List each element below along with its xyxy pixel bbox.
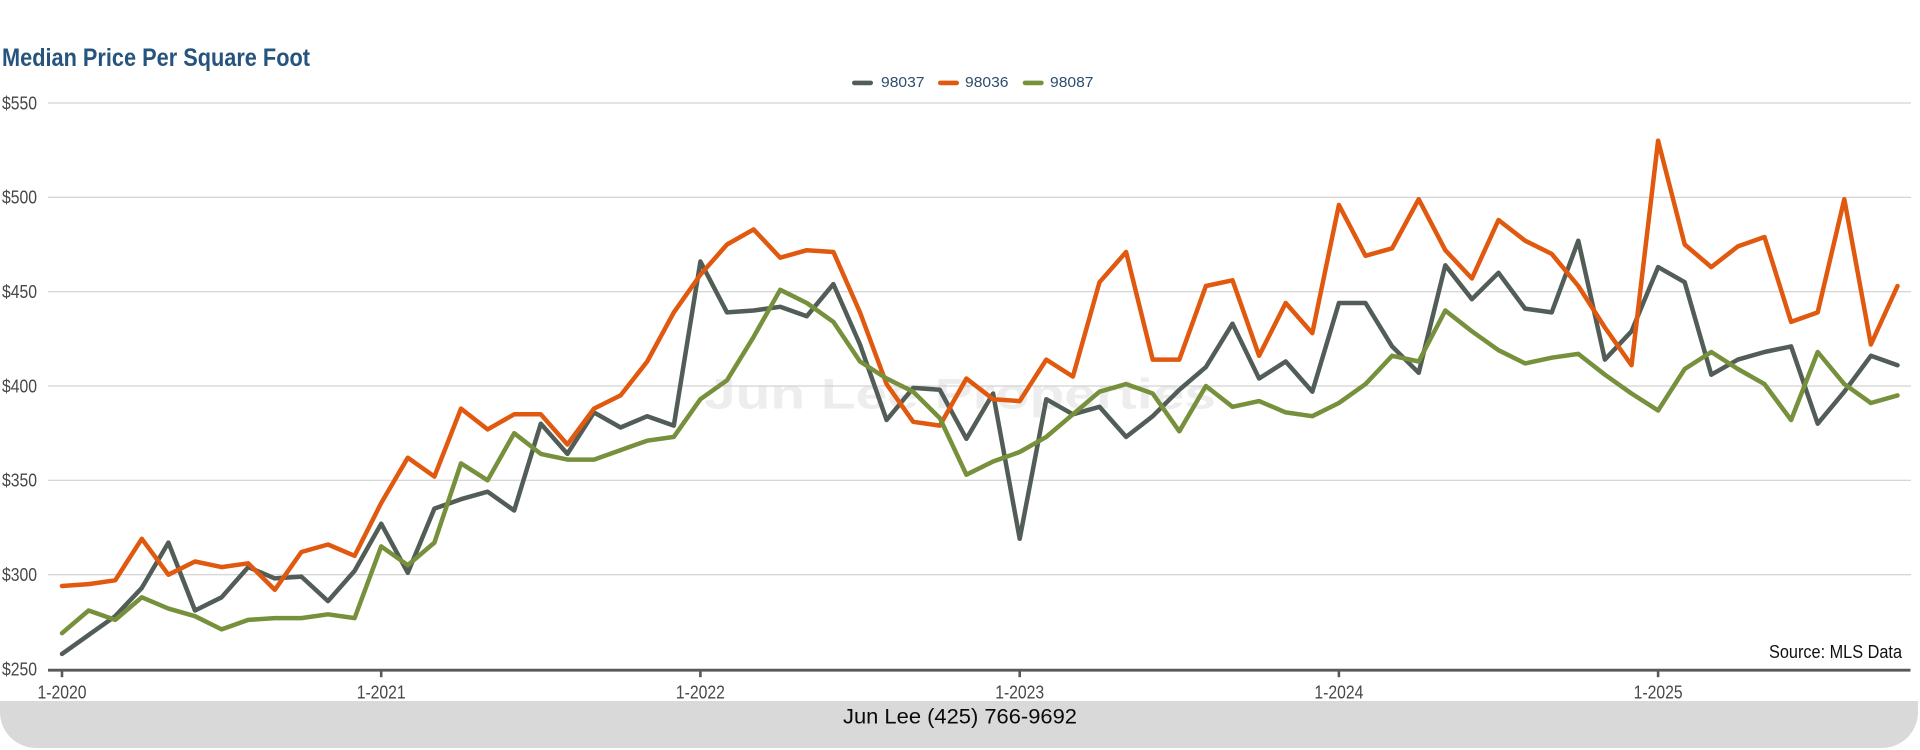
svg-text:Source: MLS Data: Source: MLS Data — [1769, 641, 1903, 662]
svg-text:$550: $550 — [2, 92, 37, 113]
svg-text:$500: $500 — [2, 187, 37, 208]
svg-text:98087: 98087 — [1050, 75, 1094, 91]
svg-text:$400: $400 — [2, 375, 37, 396]
svg-text:98037: 98037 — [881, 75, 925, 91]
svg-text:$450: $450 — [2, 281, 37, 302]
svg-text:1-2022: 1-2022 — [676, 681, 725, 702]
svg-text:Jun Lee (425) 766-9692: Jun Lee (425) 766-9692 — [843, 706, 1077, 729]
svg-text:1-2025: 1-2025 — [1634, 681, 1683, 702]
svg-text:$250: $250 — [2, 658, 37, 679]
svg-text:Median Price Per Square Foot: Median Price Per Square Foot — [2, 44, 311, 72]
svg-text:98036: 98036 — [965, 75, 1009, 91]
svg-text:1-2024: 1-2024 — [1314, 681, 1363, 702]
svg-text:1-2020: 1-2020 — [38, 681, 87, 702]
svg-text:$350: $350 — [2, 470, 37, 491]
svg-text:$300: $300 — [2, 564, 37, 585]
svg-text:1-2021: 1-2021 — [357, 681, 406, 702]
svg-text:1-2023: 1-2023 — [995, 681, 1044, 702]
svg-text:Jun Lee Properties: Jun Lee Properties — [704, 371, 1216, 419]
